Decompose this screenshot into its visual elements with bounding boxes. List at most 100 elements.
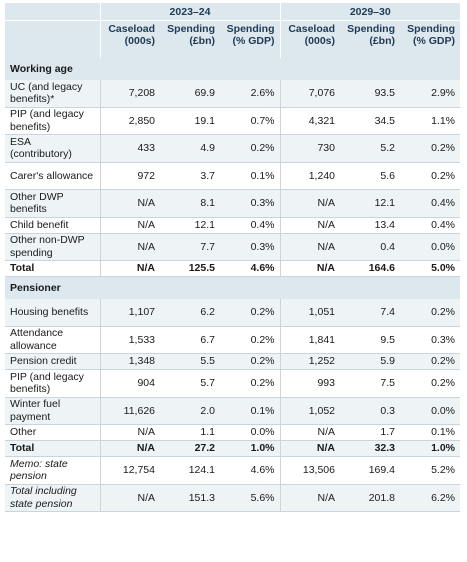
- cell-value: 93.5: [340, 80, 400, 108]
- cell-value: 164.6: [340, 260, 400, 277]
- cell-value: 0.4%: [220, 217, 280, 234]
- cell-value: 1,533: [99, 326, 160, 354]
- cell-value: 0.2%: [400, 369, 461, 398]
- cell-value: 1.0%: [400, 440, 461, 457]
- table-body: Working age UC (and legacy benefits)* 7,20…: [5, 58, 461, 512]
- table-row: ESA (contributory) 433 4.9 0.2% 730 5.2 0.2%: [5, 134, 461, 163]
- cell-value: 5.2%: [400, 456, 461, 485]
- cell-value: 0.3%: [220, 189, 280, 218]
- cell-value: N/A: [279, 260, 340, 277]
- row-label: Other: [5, 424, 100, 441]
- table-row: Carer's allowance 972 3.7 0.1% 1,240 5.6 0.2%: [5, 162, 461, 190]
- row-label: Total including state pension: [5, 484, 100, 512]
- column-header: Spending (% GDP): [400, 20, 461, 58]
- column-header: Spending (% GDP): [220, 20, 280, 58]
- cell-value: N/A: [99, 440, 160, 457]
- cell-value: 4.9: [160, 134, 220, 163]
- cell-value: N/A: [279, 233, 340, 261]
- cell-value: 169.4: [340, 456, 400, 485]
- row-label: Other DWP benefits: [5, 189, 100, 218]
- cell-value: 0.2%: [220, 353, 280, 370]
- row-label: UC (and legacy benefits)*: [5, 80, 100, 108]
- cell-value: 0.0%: [400, 397, 461, 425]
- row-label: Attendance allowance: [5, 326, 100, 354]
- cell-value: 5.6: [340, 162, 400, 190]
- row-label: Housing benefits: [5, 299, 100, 327]
- period-header: 2029–30: [279, 3, 461, 21]
- cell-value: N/A: [99, 233, 160, 261]
- table-row: Total N/A 125.5 4.6% N/A 164.6 5.0%: [5, 260, 461, 277]
- cell-value: N/A: [279, 424, 340, 441]
- cell-value: N/A: [99, 189, 160, 218]
- cell-value: 1,240: [279, 162, 340, 190]
- cell-value: 7.4: [340, 299, 400, 327]
- cell-value: 1.1: [160, 424, 220, 441]
- cell-value: N/A: [99, 484, 160, 512]
- table-row: Total including state pension N/A 151.3 5.6…: [5, 484, 461, 512]
- cell-value: 3.7: [160, 162, 220, 190]
- cell-value: 0.4%: [400, 217, 461, 234]
- cell-value: 27.2: [160, 440, 220, 457]
- column-header: Caseload (000s): [99, 20, 160, 58]
- cell-value: 2.0: [160, 397, 220, 425]
- row-label: PIP (and legacy benefits): [5, 107, 100, 135]
- cell-value: 12.1: [340, 189, 400, 218]
- cell-value: 1,841: [279, 326, 340, 354]
- cell-value: 1.1%: [400, 107, 461, 135]
- table-row: Total N/A 27.2 1.0% N/A 32.3 1.0%: [5, 440, 461, 457]
- cell-value: 0.7%: [220, 107, 280, 135]
- table-container: 2023–24 2029–30 Caseload (000s) Spending…: [5, 3, 461, 512]
- table-row: Memo: state pension 12,754 124.1 4.6% 13,506…: [5, 456, 461, 485]
- section-header-row: Working age: [5, 58, 461, 80]
- cell-value: 0.2%: [220, 326, 280, 354]
- cell-value: 8.1: [160, 189, 220, 218]
- cell-value: 433: [99, 134, 160, 163]
- cell-value: 151.3: [160, 484, 220, 512]
- cell-value: 0.3%: [400, 326, 461, 354]
- cell-value: 4.6%: [220, 456, 280, 485]
- cell-value: 2.9%: [400, 80, 461, 108]
- cell-value: 5.2: [340, 134, 400, 163]
- table-row: PIP (and legacy benefits) 904 5.7 0.2% 993 7.…: [5, 369, 461, 398]
- cell-value: 0.1%: [400, 424, 461, 441]
- row-label: Memo: state pension: [5, 456, 100, 485]
- cell-value: 2.6%: [220, 80, 280, 108]
- column-header: Spending (£bn): [160, 20, 220, 58]
- cell-value: 7,208: [99, 80, 160, 108]
- table-row: Housing benefits 1,107 6.2 0.2% 1,051 7.4 0.2%: [5, 299, 461, 327]
- cell-value: 7,076: [279, 80, 340, 108]
- column-header-row: Caseload (000s) Spending (£bn) Spending …: [5, 20, 461, 58]
- cell-value: 1,107: [99, 299, 160, 327]
- cell-value: 993: [279, 369, 340, 398]
- header-corner: [5, 3, 100, 21]
- cell-value: 0.2%: [400, 162, 461, 190]
- cell-value: 32.3: [340, 440, 400, 457]
- cell-value: 201.8: [340, 484, 400, 512]
- cell-value: 13.4: [340, 217, 400, 234]
- cell-value: 12.1: [160, 217, 220, 234]
- table-row: Other non-DWP spending N/A 7.7 0.3% N/A 0.4 0.…: [5, 233, 461, 261]
- cell-value: 1,052: [279, 397, 340, 425]
- table-row: Child benefit N/A 12.1 0.4% N/A 13.4 0.4%: [5, 217, 461, 234]
- cell-value: 2,850: [99, 107, 160, 135]
- cell-value: 1.7: [340, 424, 400, 441]
- cell-value: 6.2: [160, 299, 220, 327]
- cell-value: 730: [279, 134, 340, 163]
- row-label: Winter fuel payment: [5, 397, 100, 425]
- row-label: Child benefit: [5, 217, 100, 234]
- cell-value: 0.2%: [400, 299, 461, 327]
- cell-value: 5.7: [160, 369, 220, 398]
- row-label: Total: [5, 260, 100, 277]
- cell-value: 5.5: [160, 353, 220, 370]
- cell-value: 19.1: [160, 107, 220, 135]
- cell-value: 0.4: [340, 233, 400, 261]
- row-label: Carer's allowance: [5, 162, 100, 190]
- cell-value: 5.0%: [400, 260, 461, 277]
- row-label: PIP (and legacy benefits): [5, 369, 100, 398]
- cell-value: N/A: [99, 217, 160, 234]
- cell-value: 13,506: [279, 456, 340, 485]
- cell-value: 6.7: [160, 326, 220, 354]
- header-corner: [5, 20, 100, 58]
- cell-value: 0.2%: [220, 134, 280, 163]
- cell-value: N/A: [99, 260, 160, 277]
